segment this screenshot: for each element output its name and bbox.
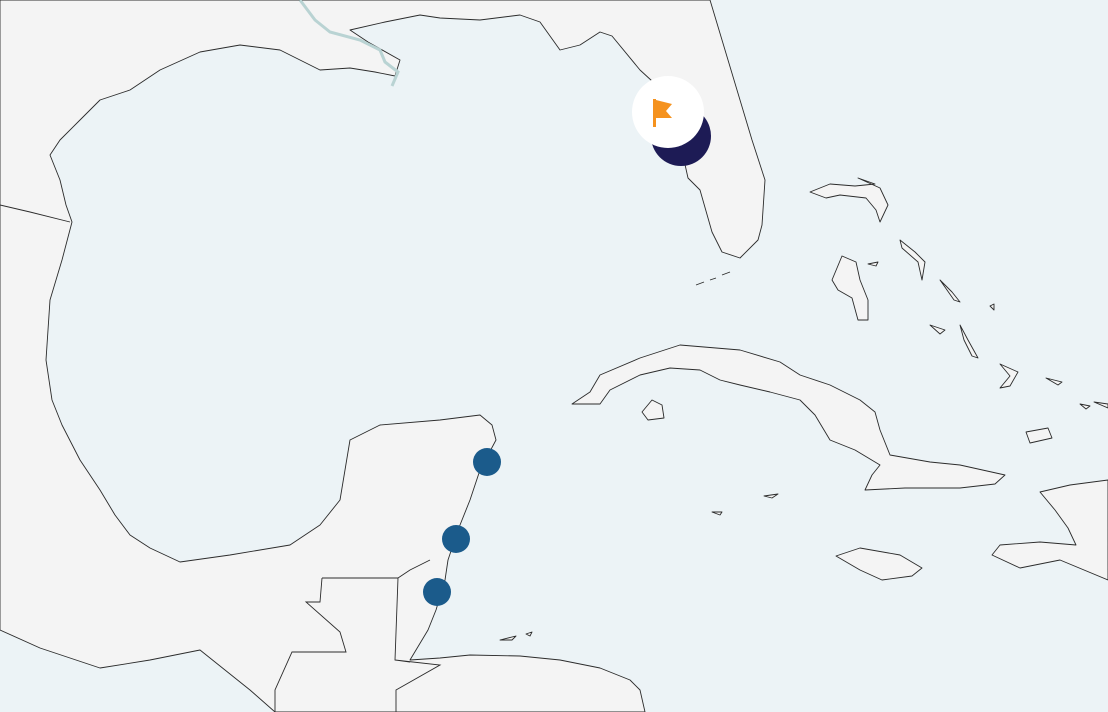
location-marker[interactable] — [442, 525, 470, 553]
island — [929, 324, 946, 335]
island — [867, 261, 995, 311]
island — [939, 279, 961, 303]
river — [298, 0, 400, 87]
flag-marker[interactable] — [632, 76, 704, 148]
hispaniola — [991, 479, 1108, 581]
island — [831, 255, 869, 321]
country-border — [274, 559, 442, 712]
cuba — [571, 344, 1006, 491]
island — [959, 324, 979, 359]
island — [1025, 427, 1053, 444]
location-marker[interactable] — [473, 448, 501, 476]
island — [1079, 401, 1108, 410]
keys — [695, 271, 731, 286]
island — [499, 631, 533, 641]
island — [999, 363, 1019, 389]
island — [899, 239, 926, 281]
river-border — [0, 204, 71, 223]
flag-icon — [653, 99, 672, 127]
island — [711, 493, 779, 516]
isle-of-youth — [641, 399, 665, 421]
jamaica — [835, 547, 923, 581]
location-marker[interactable] — [423, 578, 451, 606]
island — [1045, 377, 1063, 386]
island — [809, 177, 889, 223]
